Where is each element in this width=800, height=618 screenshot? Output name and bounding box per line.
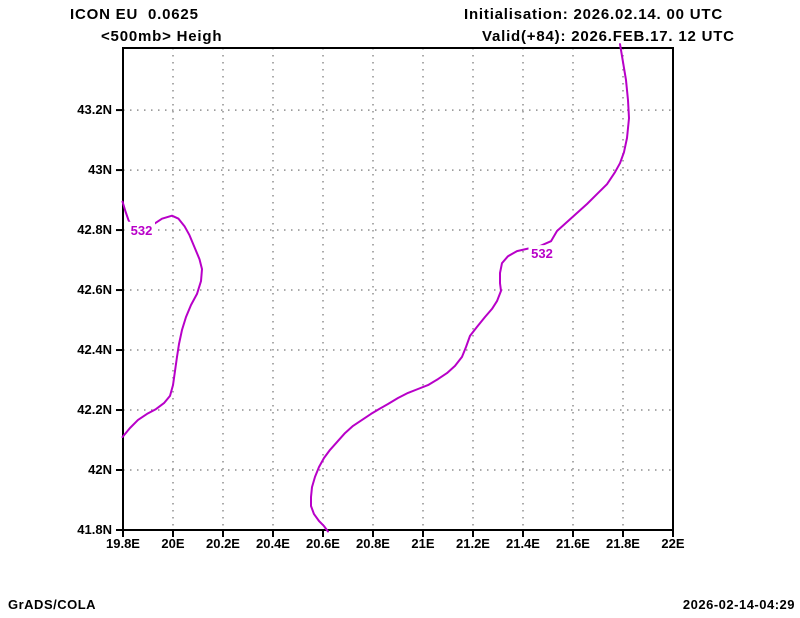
x-tick-label: 20.6E (306, 536, 340, 551)
x-tick-label: 19.8E (106, 536, 140, 551)
contour-line (310, 43, 630, 533)
y-tick-label: 42.4N (77, 342, 112, 357)
y-tick-label: 42.6N (77, 282, 112, 297)
x-tick-label: 21.6E (556, 536, 590, 551)
x-tick-label: 21E (411, 536, 434, 551)
grads-credit: GrADS/COLA (8, 597, 97, 612)
contour-label: 532 (131, 223, 153, 238)
plot-border (122, 47, 674, 531)
x-tick-label: 20.8E (356, 536, 390, 551)
level-parameter-title: <500mb> Heigh (101, 28, 223, 45)
x-tick-label: 20.4E (256, 536, 290, 551)
contour-label: 532 (531, 246, 553, 261)
initialisation-time: Initialisation: 2026.02.14. 00 UTC (464, 6, 723, 23)
x-tick-label: 21.8E (606, 536, 640, 551)
y-tick-label: 43.2N (77, 102, 112, 117)
creation-timestamp: 2026-02-14-04:29 (682, 597, 795, 612)
contour-label-bg (528, 245, 556, 262)
x-tick-label: 20E (161, 536, 184, 551)
x-tick-label: 21.2E (456, 536, 490, 551)
y-tick-label: 41.8N (77, 522, 112, 537)
x-tick-label: 22E (661, 536, 684, 551)
x-tick-label: 20.2E (206, 536, 240, 551)
valid-time: Valid(+84): 2026.FEB.17. 12 UTC (482, 28, 735, 45)
y-tick-label: 43N (88, 162, 112, 177)
y-tick-label: 42N (88, 462, 112, 477)
model-title: ICON EU 0.0625 (70, 6, 199, 23)
contour-label-bg (128, 221, 155, 238)
y-tick-label: 42.2N (77, 402, 112, 417)
y-tick-label: 42.8N (77, 222, 112, 237)
x-tick-label: 21.4E (506, 536, 540, 551)
